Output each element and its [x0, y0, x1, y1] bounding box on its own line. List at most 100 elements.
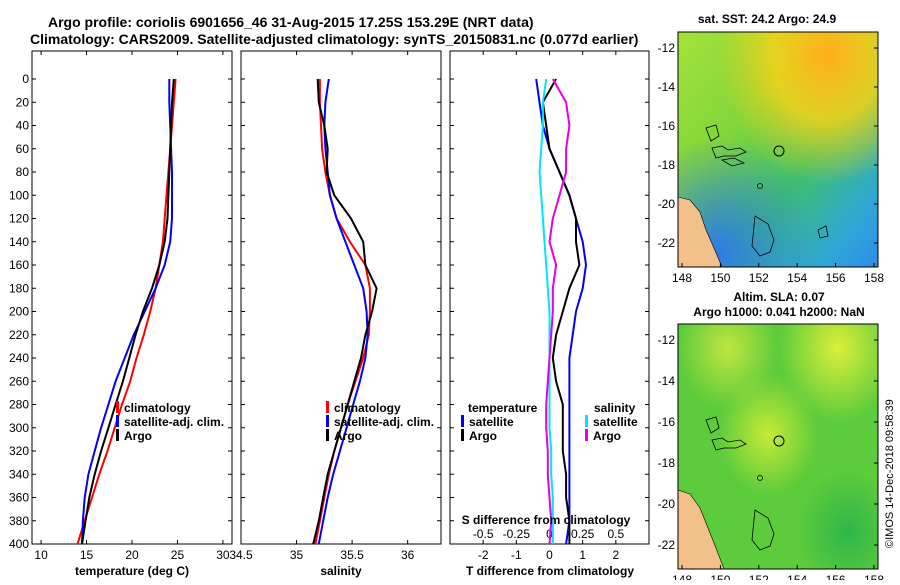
temperature-plot: 0 20 40 60 80 100 120 140 160 180 200 220 240 260 280 3… [9, 51, 232, 562]
map-y-tick-label: -16 [658, 415, 676, 429]
sla-argo-location [773, 435, 785, 447]
x-top-tick-label: -0.5 [473, 527, 494, 541]
sst-cool-region [678, 32, 878, 267]
map-x-tick-label: 152 [749, 573, 769, 580]
y-tick-label: 360 [9, 491, 29, 505]
legend-label-t-satellite: satellite [469, 415, 514, 429]
map-y-tick-label: -18 [658, 158, 676, 172]
x-top-tick-label: -0.25 [503, 527, 531, 541]
salinity-legend: climatology satellite-adj. clim. Argo [326, 401, 434, 443]
sla-map-title-line1: Altim. SLA: 0.07 [733, 290, 825, 304]
sla-map-title-line2: Argo h1000: 0.041 h2000: NaN [693, 305, 864, 319]
legend-swatch-argo [326, 429, 329, 441]
sst-island [757, 183, 763, 189]
sst-map-title: sat. SST: 24.2 Argo: 24.9 [698, 12, 837, 26]
y-tick-label: 160 [9, 258, 29, 272]
sst-reef-outline [817, 225, 829, 239]
series-line-s-satellite [538, 78, 554, 544]
legend-label-argo: Argo [334, 429, 362, 443]
map-x-tick-label: 158 [864, 573, 884, 580]
x-top-tick-label: 0.5 [607, 527, 624, 541]
y-tick-label: 220 [9, 328, 29, 342]
map-x-tick-label: 154 [787, 573, 807, 580]
y-tick-label: 0 [22, 72, 29, 86]
x-tick-label: 1 [579, 548, 586, 562]
map-x-tick-label: 152 [749, 271, 769, 285]
y-tick-label: 300 [9, 421, 29, 435]
map-y-tick-label: -16 [658, 119, 676, 133]
x-tick-label: 36 [401, 548, 415, 562]
legend-label-s-argo: Argo [593, 429, 621, 443]
sla-low-region [678, 324, 878, 569]
y-tick-label: 80 [16, 165, 30, 179]
series-line-argo [312, 78, 378, 545]
sst-reef-outline [720, 157, 746, 167]
y-tick-label: 240 [9, 351, 29, 365]
imos-watermark: ©IMOS 14-Dec-2018 09:58:39 [884, 399, 896, 548]
salinity-panel-frame [240, 50, 442, 545]
map-y-tick-label: -14 [658, 374, 676, 388]
sla-island [757, 475, 763, 481]
legend-label-satellite: satellite-adj. clim. [124, 415, 224, 429]
x-tick-label: 35.5 [340, 548, 364, 562]
x-tick-label: 15 [80, 548, 94, 562]
legend-swatch-satellite [326, 415, 329, 427]
sla-map-frame [677, 323, 879, 570]
map-y-tick-label: -22 [658, 236, 676, 250]
y-tick-label: 400 [9, 537, 29, 551]
legend-swatch-climatology [326, 401, 329, 413]
y-tick-label: 20 [16, 95, 30, 109]
temperature-xlabel: temperature (deg C) [75, 564, 189, 578]
temperature-legend: climatology satellite-adj. clim. Argo [116, 401, 224, 443]
difference-panel-frame [449, 50, 650, 545]
y-tick-label: 120 [9, 212, 29, 226]
series-line-t-argo [541, 78, 581, 544]
x-tick-label: -1 [511, 548, 522, 562]
y-tick-label: 320 [9, 444, 29, 458]
x-tick-label: -2 [478, 548, 489, 562]
y-tick-label: 140 [9, 235, 29, 249]
series-line-s-argo [545, 78, 571, 545]
series-line-argo [81, 78, 175, 545]
x-tick-label: 30 [216, 548, 230, 562]
legend-swatch-climatology [116, 401, 119, 413]
sst-reef-outline [751, 215, 775, 257]
legend-label-climatology: climatology [334, 401, 401, 415]
map-x-tick-label: 156 [826, 573, 846, 580]
sst-map-frame [677, 31, 879, 268]
map-x-tick-label: 154 [787, 271, 807, 285]
legend-label-climatology: climatology [124, 401, 191, 415]
legend-swatch-argo [116, 429, 119, 441]
legend-label-t-argo: Argo [469, 429, 497, 443]
x-tick-label: 34.5 [229, 548, 253, 562]
map-y-tick-label: -20 [658, 197, 676, 211]
legend-label-argo: Argo [124, 429, 152, 443]
sla-reef-outline [751, 509, 775, 551]
figure-title-line2: Climatology: CARS2009. Satellite-adjuste… [30, 31, 638, 47]
map-y-tick-label: -20 [658, 497, 676, 511]
y-tick-label: 180 [9, 281, 29, 295]
sst-map [677, 31, 879, 268]
sst-reef-outline [705, 124, 720, 142]
series-line-climatology [76, 78, 177, 545]
legend-swatch-t-satellite [461, 415, 464, 427]
x-tick-label: 20 [125, 548, 139, 562]
map-x-tick-label: 156 [826, 271, 846, 285]
y-tick-label: 280 [9, 398, 29, 412]
map-x-tick-label: 148 [672, 271, 692, 285]
salinity-plot: 34.5 35 35.5 36 [229, 51, 441, 562]
y-tick-label: 60 [16, 142, 30, 156]
difference-plot: -2 -1 0 1 2-0.5 -0.25 0 0.25 0.5 [450, 51, 649, 562]
salinity-xlabel: salinity [320, 564, 362, 578]
x-tick-label: 2 [612, 548, 619, 562]
x-tick-label: 10 [34, 548, 48, 562]
map-y-tick-label: -12 [658, 41, 676, 55]
difference-legend-temperature: temperature satellite Argo [461, 401, 538, 443]
x-top-tick-label: 0.25 [571, 527, 595, 541]
sla-reef-outline [711, 437, 747, 451]
x-tick-label: 25 [171, 548, 185, 562]
map-y-tick-label: -12 [658, 333, 676, 347]
map-x-tick-label: 150 [710, 271, 730, 285]
legend-swatch-satellite [116, 415, 119, 427]
